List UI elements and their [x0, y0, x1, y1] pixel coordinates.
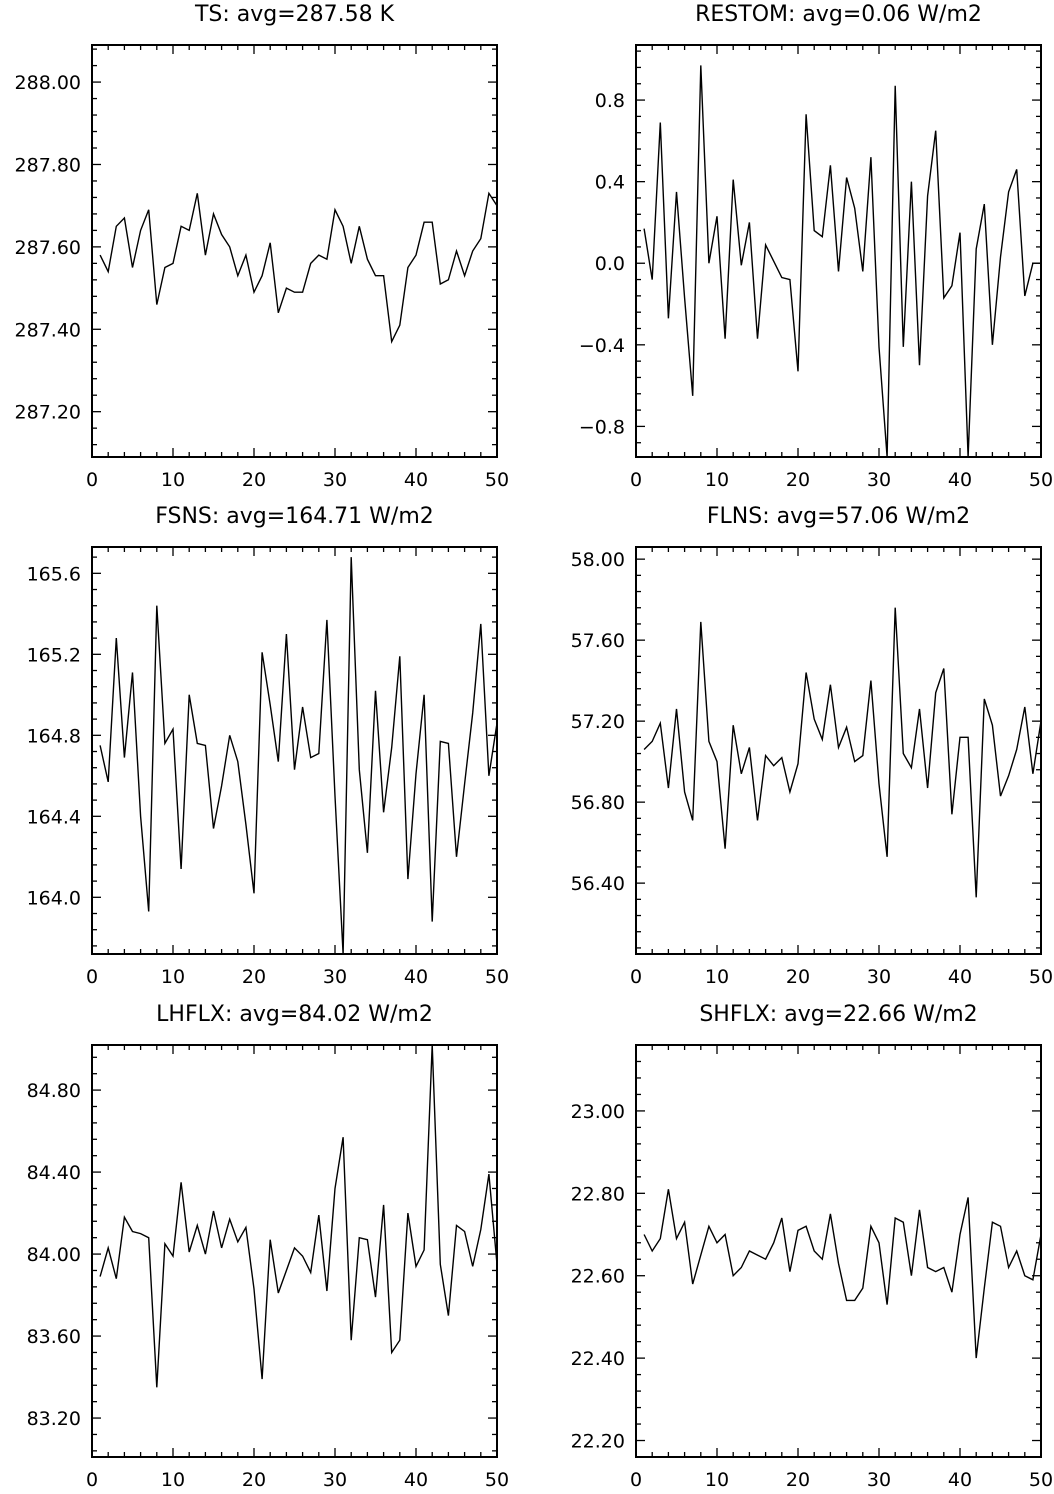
x-tick-label: 10	[161, 1469, 185, 1491]
y-tick-label: 287.20	[15, 402, 81, 424]
y-tick-label: 22.60	[571, 1266, 625, 1288]
y-tick-label: 164.4	[27, 806, 81, 828]
x-tick-label: 30	[323, 966, 347, 988]
series-line	[643, 65, 1041, 457]
x-tick-label: 20	[786, 1469, 810, 1491]
x-tick-label: 30	[867, 469, 891, 491]
plot-frame	[91, 1044, 498, 1458]
plot-frame	[91, 546, 498, 955]
x-tick-label: 40	[404, 469, 428, 491]
x-tick-label: 50	[1029, 966, 1053, 988]
y-tick-label: 56.40	[571, 873, 625, 895]
x-tick-label: 10	[161, 966, 185, 988]
y-tick-label: 22.80	[571, 1183, 625, 1205]
chart-panel-3: FSNS: avg=164.71 W/m2 0 10 20 30 40 50 164.0 164…	[27, 504, 510, 988]
y-tick-label: 164.8	[27, 725, 81, 747]
y-tick-label: 287.60	[15, 237, 81, 259]
y-tick-label: 22.20	[571, 1431, 625, 1453]
y-tick-label: 58.00	[571, 549, 625, 571]
x-tick-label: 40	[948, 1469, 972, 1491]
x-tick-label: 0	[630, 966, 642, 988]
x-tick-label: 30	[323, 1469, 347, 1491]
y-tick-label: 83.60	[27, 1326, 81, 1348]
x-tick-label: 0	[86, 469, 98, 491]
x-tick-label: 20	[786, 469, 810, 491]
y-tick-label: −0.8	[579, 416, 625, 438]
x-tick-label: 30	[867, 966, 891, 988]
x-tick-label: 10	[705, 1469, 729, 1491]
series-line	[99, 191, 497, 345]
chart-title: TS: avg=287.58 K	[194, 2, 395, 27]
y-tick-label: 57.60	[571, 630, 625, 652]
y-tick-label: 83.20	[27, 1408, 81, 1430]
x-tick-label: 10	[161, 469, 185, 491]
plot-frame	[91, 44, 498, 458]
x-tick-label: 30	[323, 469, 347, 491]
x-tick-label: 0	[86, 1469, 98, 1491]
y-tick-label: 0.0	[595, 253, 625, 275]
x-tick-label: 40	[948, 966, 972, 988]
y-tick-label: 165.6	[27, 563, 81, 585]
x-tick-label: 0	[630, 1469, 642, 1491]
chart-panel-2: RESTOM: avg=0.06 W/m2 0 10 20 30 40 50 −0.8 −0.4…	[579, 2, 1053, 491]
x-tick-label: 50	[1029, 469, 1053, 491]
x-tick-label: 20	[242, 966, 266, 988]
x-tick-label: 0	[630, 469, 642, 491]
y-tick-label: 288.00	[15, 72, 81, 94]
x-tick-label: 10	[705, 966, 729, 988]
y-tick-label: 56.80	[571, 792, 625, 814]
x-tick-label: 40	[404, 1469, 428, 1491]
x-tick-label: 50	[485, 469, 509, 491]
x-tick-label: 0	[86, 966, 98, 988]
plot-frame	[635, 44, 1042, 458]
x-tick-label: 20	[242, 1469, 266, 1491]
x-tick-label: 50	[485, 1469, 509, 1491]
y-tick-label: 0.4	[595, 172, 625, 194]
x-tick-label: 20	[242, 469, 266, 491]
x-tick-label: 30	[867, 1469, 891, 1491]
y-tick-label: 57.20	[571, 711, 625, 733]
y-tick-label: 84.40	[27, 1162, 81, 1184]
y-tick-label: 165.2	[27, 644, 81, 666]
chart-title: LHFLX: avg=84.02 W/m2	[156, 1002, 433, 1027]
chart-title: SHFLX: avg=22.66 W/m2	[699, 1002, 977, 1027]
chart-title: RESTOM: avg=0.06 W/m2	[695, 2, 982, 27]
y-tick-label: −0.4	[579, 335, 625, 357]
y-tick-label: 84.80	[27, 1080, 81, 1102]
y-tick-label: 0.8	[595, 90, 625, 112]
chart-title: FLNS: avg=57.06 W/m2	[707, 504, 970, 529]
chart-title: FSNS: avg=164.71 W/m2	[155, 504, 434, 529]
y-tick-label: 287.80	[15, 154, 81, 176]
chart-panel-5: LHFLX: avg=84.02 W/m2 0 10 20 30 40 50 83.20 83.…	[27, 1002, 510, 1491]
chart-panel-1: TS: avg=287.58 K 0 10 20 30 40 50 287.20 287.40 2…	[15, 2, 510, 491]
y-tick-label: 22.40	[571, 1348, 625, 1370]
x-tick-label: 40	[404, 966, 428, 988]
y-tick-label: 84.00	[27, 1244, 81, 1266]
x-tick-label: 40	[948, 469, 972, 491]
y-tick-label: 164.0	[27, 887, 81, 909]
series-line	[643, 1189, 1041, 1359]
y-tick-label: 287.40	[15, 319, 81, 341]
plot-frame	[635, 546, 1042, 955]
x-tick-label: 10	[705, 469, 729, 491]
plot-frame	[635, 1044, 1042, 1458]
chart-panel-6: SHFLX: avg=22.66 W/m2 0 10 20 30 40 50 22.20 22.…	[571, 1002, 1054, 1491]
series-line	[99, 1045, 497, 1388]
x-tick-label: 20	[786, 966, 810, 988]
x-tick-label: 50	[1029, 1469, 1053, 1491]
y-tick-label: 23.00	[571, 1101, 625, 1123]
series-line	[643, 607, 1041, 898]
chart-panel-4: FLNS: avg=57.06 W/m2 0 10 20 30 40 50 56.40 56.8…	[571, 504, 1054, 988]
x-tick-label: 50	[485, 966, 509, 988]
series-line	[99, 557, 497, 954]
